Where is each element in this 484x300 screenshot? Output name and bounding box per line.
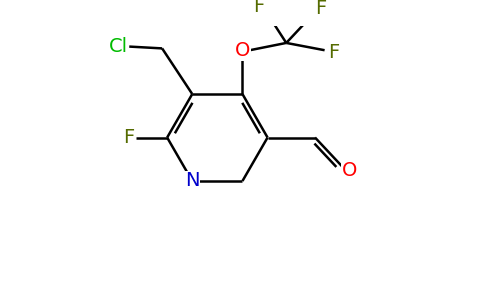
Text: N: N [185,172,199,190]
Text: F: F [328,43,339,61]
Text: F: F [123,128,135,147]
Text: F: F [253,0,265,16]
Text: F: F [316,0,327,18]
Text: O: O [235,41,250,60]
Text: O: O [342,161,357,180]
Text: Cl: Cl [109,37,128,56]
